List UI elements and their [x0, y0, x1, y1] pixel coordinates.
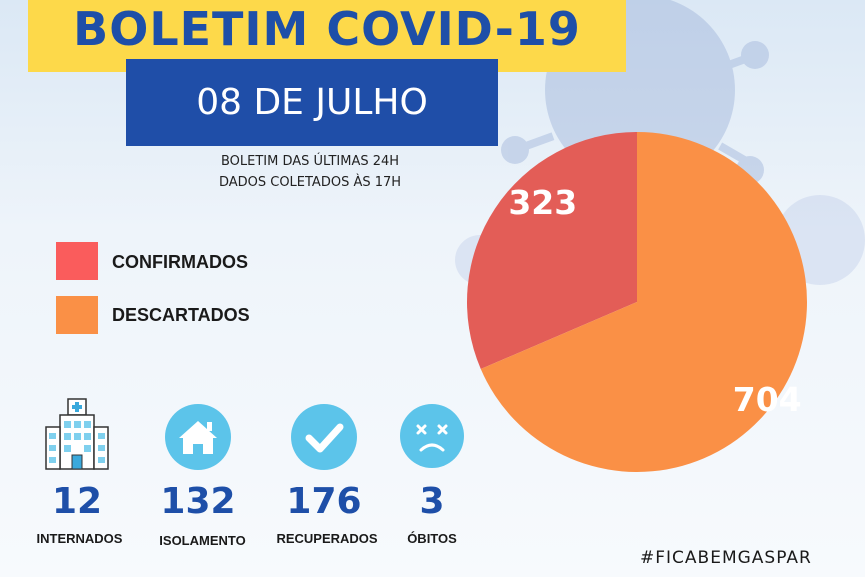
stat-label-isolamento: ISOLAMENTO	[159, 533, 246, 548]
report-date: 08 DE JULHO	[196, 82, 428, 123]
date-banner: 08 DE JULHO	[126, 59, 498, 146]
stat-value-recuperados: 176	[286, 481, 362, 522]
subtitle-line-1: BOLETIM DAS ÚLTIMAS 24H	[220, 154, 400, 169]
hashtag: #FICABEMGASPAR	[640, 548, 812, 568]
legend-label-confirmed: CONFIRMADOS	[112, 252, 248, 272]
pie-slice-descartados	[480, 132, 807, 472]
pie-value-label-descartados: 704	[733, 380, 802, 419]
stat-value-obitos: 3	[419, 481, 445, 522]
check-icon	[291, 404, 357, 470]
pie-value-label-confirmados: 323	[508, 183, 577, 222]
legend-label-discarded: DESCARTADOS	[112, 305, 250, 325]
pie-chart: 323 704	[467, 132, 807, 472]
page-title: BOLETIM COVID-19	[73, 2, 581, 56]
sad-face-icon	[400, 404, 464, 468]
stat-value-isolamento: 132	[160, 481, 236, 522]
stat-label-recuperados: RECUPERADOS	[276, 531, 378, 546]
subtitle-line-2: DADOS COLETADOS ÀS 17H	[218, 175, 402, 190]
stat-label-internados: INTERNADOS	[36, 531, 123, 546]
legend-swatch-confirmed	[56, 242, 98, 280]
stat-label-obitos: ÓBITOS	[407, 531, 457, 546]
stat-value-internados: 12	[51, 481, 103, 522]
legend-swatch-discarded	[56, 296, 98, 334]
pie-slice-confirmados	[467, 132, 637, 370]
hospital-icon	[45, 398, 109, 470]
house-icon	[165, 404, 231, 470]
